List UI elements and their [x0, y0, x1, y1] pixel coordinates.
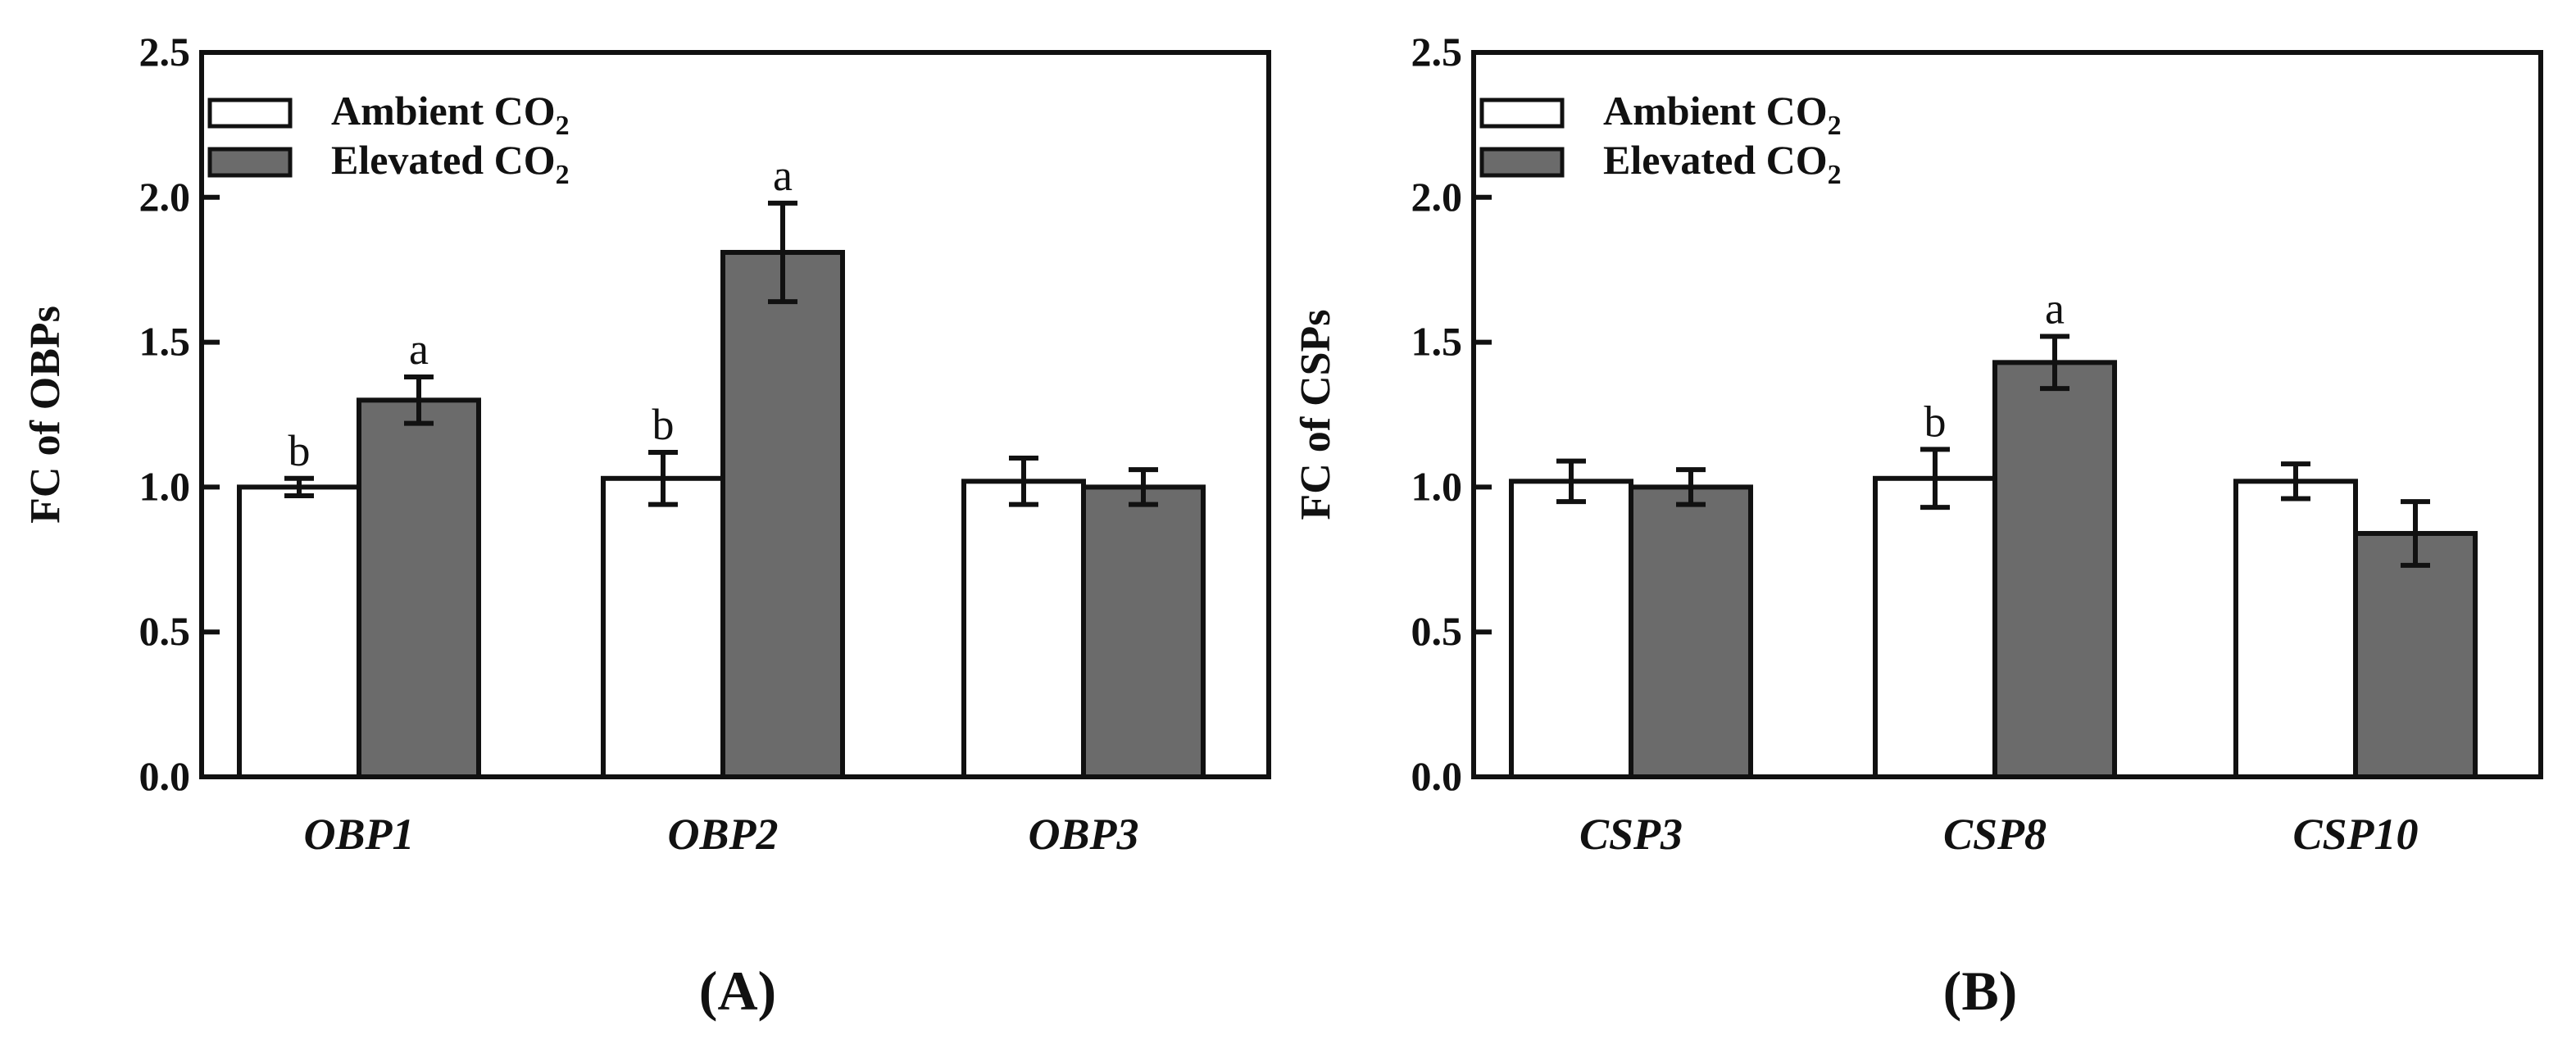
panel-a-label: (A): [699, 960, 776, 1022]
y-tick-label: 0.5: [1411, 608, 1463, 654]
panel-a-legend-elevated-swatch: [207, 147, 293, 178]
panel-a-legend: Ambient CO2 Elevated CO2: [207, 88, 570, 190]
significance-letter: b: [288, 426, 311, 475]
ambient-bar: [237, 484, 361, 780]
elevated-bar: [357, 397, 481, 779]
panel-b-bars: CSP3 b a CSP8 CSP10: [1509, 284, 2478, 859]
elevated-bar: [1081, 484, 1206, 780]
panel-a-legend-ambient-swatch: [207, 98, 293, 129]
ambient-bar: [1509, 479, 1633, 779]
ambient-bar: [1873, 475, 1997, 779]
significance-letter: b: [652, 400, 675, 449]
y-tick-label: 0.0: [139, 753, 191, 799]
y-tick-label: 1.0: [1411, 463, 1463, 509]
ambient-bar: [2233, 479, 2358, 779]
panel-b-legend-ambient-swatch: [1479, 98, 1565, 129]
panel-b-legend: Ambient CO2 Elevated CO2: [1479, 88, 1842, 190]
panel-a-y-axis-label: FC of OBPs: [22, 306, 69, 524]
significance-letter: a: [409, 325, 429, 374]
panel-a-legend-elevated-label: Elevated CO2: [331, 137, 570, 190]
y-tick-label: 2.0: [139, 174, 191, 220]
y-tick-label: 1.0: [139, 463, 191, 509]
elevated-bar: [1992, 360, 2117, 779]
panel-b-legend-ambient-label: Ambient CO2: [1603, 88, 1842, 141]
significance-letter: b: [1924, 397, 1947, 446]
panel-b-label: (B): [1943, 960, 2018, 1022]
panel-b-y-axis-label: FC of CSPs: [1293, 309, 1339, 520]
x-tick-label: OBP1: [304, 810, 415, 859]
y-tick-label: 2.5: [1411, 29, 1463, 75]
x-tick-label: OBP2: [668, 810, 779, 859]
y-tick-label: 0.0: [1411, 753, 1463, 799]
elevated-bar: [1629, 484, 1753, 780]
panel-a: 0.0 0.5 1.0 1.5 2.0 2.5 b a OBP1 b a OBP2 OBP3 Ambi…: [22, 29, 1271, 1022]
panel-b-legend-elevated-label: Elevated CO2: [1603, 137, 1842, 190]
x-tick-label: OBP3: [1029, 810, 1139, 859]
significance-letter: a: [2045, 284, 2065, 334]
y-tick-label: 1.5: [1411, 319, 1463, 365]
panel-b-legend-elevated-swatch: [1479, 147, 1565, 178]
elevated-bar: [2353, 530, 2478, 779]
x-tick-label: CSP8: [1943, 810, 2047, 859]
x-tick-label: CSP10: [2292, 810, 2418, 859]
significance-letter: a: [773, 151, 793, 200]
y-tick-label: 0.5: [139, 608, 191, 654]
y-tick-label: 1.5: [139, 319, 191, 365]
elevated-bar: [720, 249, 845, 779]
panel-a-legend-ambient-label: Ambient CO2: [331, 88, 570, 141]
ambient-bar: [961, 479, 1086, 779]
y-tick-label: 2.0: [1411, 174, 1463, 220]
panel-a-y-ticks: 0.0 0.5 1.0 1.5 2.0 2.5: [139, 29, 220, 799]
panel-b-y-ticks: 0.0 0.5 1.0 1.5 2.0 2.5: [1411, 29, 1492, 799]
ambient-bar: [601, 475, 725, 779]
x-tick-label: CSP3: [1579, 810, 1683, 859]
panel-b: 0.0 0.5 1.0 1.5 2.0 2.5 CSP3 b a CSP8 CSP10 Ambie…: [1293, 29, 2543, 1022]
panel-a-bars: b a OBP1 b a OBP2 OBP3: [237, 151, 1206, 859]
y-tick-label: 2.5: [139, 29, 191, 75]
